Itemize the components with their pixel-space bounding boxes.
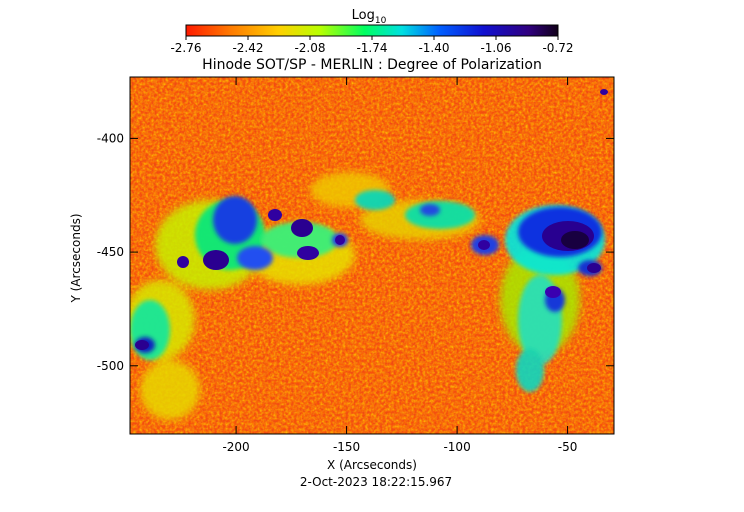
- y-axis-ticks: -400 -450 -500: [97, 131, 614, 373]
- y-tick-label: -400: [97, 131, 124, 145]
- colorbar-tick-label: -2.76: [170, 41, 201, 55]
- x-tick-label: -50: [558, 440, 578, 454]
- colorbar: Log10 -2.76 -2.42 -2.08 -1.74 -1.40 -1.06 -0.7…: [170, 8, 573, 55]
- x-tick-label: -100: [443, 440, 470, 454]
- x-tick-label: -150: [333, 440, 360, 454]
- colorbar-ticks: -2.76 -2.42 -2.08 -1.74 -1.40 -1.06 -0.72: [170, 36, 574, 55]
- colorbar-tick-label: -2.42: [232, 41, 263, 55]
- x-axis-label: X (Arcseconds): [327, 458, 417, 472]
- y-tick-label: -500: [97, 359, 124, 373]
- colorbar-tick-label: -0.72: [542, 41, 573, 55]
- plot-title: Hinode SOT/SP - MERLIN : Degree of Polar…: [202, 57, 542, 73]
- polarization-map: [130, 77, 614, 434]
- x-tick-label: -200: [222, 440, 249, 454]
- x-axis-ticks: -200 -150 -100 -50: [222, 77, 577, 454]
- colorbar-tick-label: -1.74: [356, 41, 387, 55]
- colorbar-label: Log10: [352, 8, 387, 26]
- colorbar-tick-label: -1.06: [480, 41, 511, 55]
- colorbar-gradient: [185, 24, 559, 37]
- timestamp: 2-Oct-2023 18:22:15.967: [300, 475, 452, 489]
- colorbar-tick-label: -1.40: [418, 41, 449, 55]
- plot-frame: [129, 76, 615, 435]
- y-tick-label: -450: [97, 245, 124, 259]
- colorbar-tick-label: -2.08: [294, 41, 325, 55]
- y-axis-label: Y (Arcseconds): [69, 213, 83, 303]
